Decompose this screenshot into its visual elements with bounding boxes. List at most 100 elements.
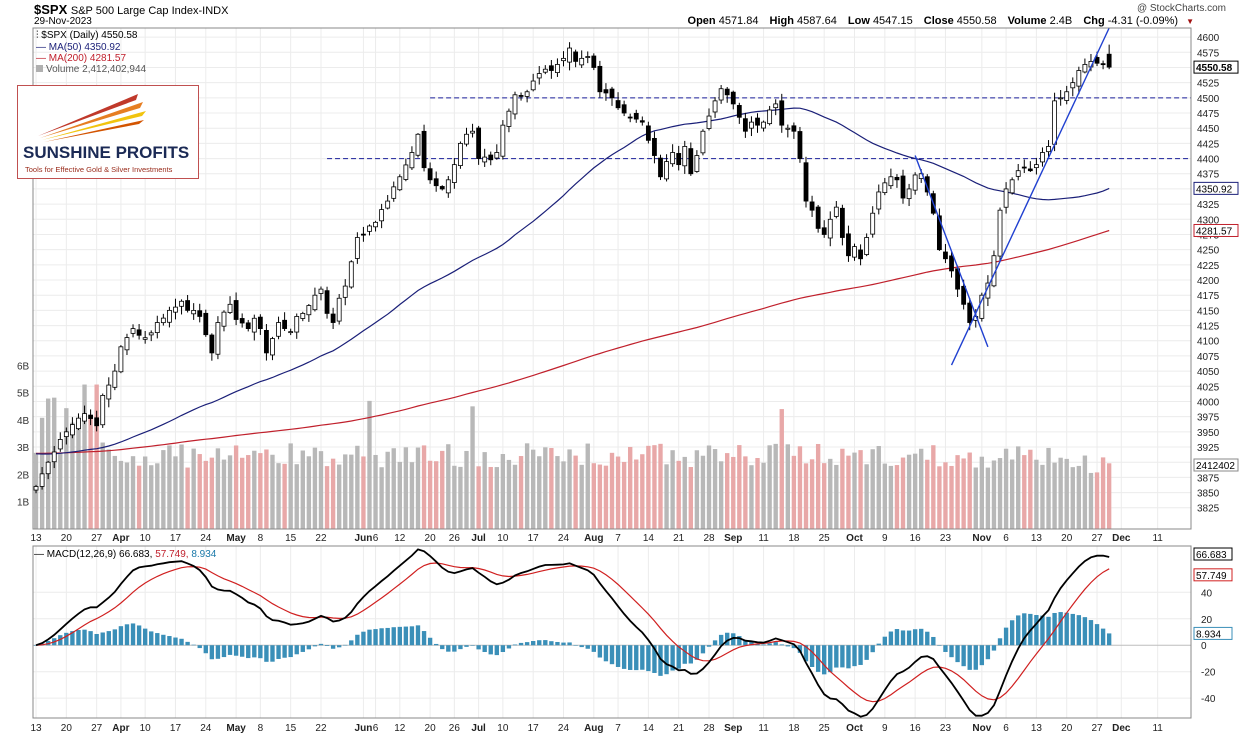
candle-body: [379, 209, 385, 222]
candle-body: [815, 206, 821, 229]
histogram-bar: [1009, 620, 1015, 646]
histogram-bar: [276, 645, 281, 659]
volume-bar: [173, 456, 178, 529]
histogram-bar: [646, 645, 651, 672]
date-tick: 26: [449, 533, 461, 544]
volume-bar: [294, 464, 299, 529]
histogram-bar: [518, 642, 524, 646]
date-tick: Oct: [846, 533, 863, 544]
candle-body: [943, 251, 948, 260]
volume-bar: [433, 461, 439, 529]
histogram-bar: [470, 645, 475, 646]
date-tick: Sep: [724, 533, 742, 544]
candle-body: [348, 261, 354, 288]
date-tick: 11: [1152, 723, 1163, 734]
price-tick: 4000: [1197, 397, 1220, 408]
date-tick: 12: [394, 533, 406, 544]
candle-body: [245, 322, 251, 329]
candle-body: [167, 309, 172, 323]
candle-body: [609, 88, 615, 99]
volume-bar: [652, 445, 657, 529]
histogram-bar: [258, 645, 263, 659]
volume-bar: [476, 466, 481, 529]
volume-bar: [179, 444, 184, 529]
volume-bar: [967, 452, 972, 529]
histogram-bar: [543, 640, 548, 646]
histogram-bar: [233, 645, 239, 656]
macd-lines: [35, 548, 1110, 718]
volume-bar: [725, 453, 730, 529]
candle-body: [688, 148, 694, 175]
candle-body: [112, 370, 118, 388]
histogram-bar: [906, 630, 912, 646]
date-tick: Aug: [584, 723, 603, 734]
histogram-bar: [779, 644, 784, 646]
candle-body: [821, 227, 827, 235]
histogram-bar: [58, 635, 63, 646]
volume-bar: [640, 454, 645, 529]
histogram-bar: [318, 643, 324, 646]
volume-bar: [828, 458, 833, 529]
candle-body: [1052, 100, 1057, 145]
histogram-bar: [531, 641, 536, 646]
histogram-bar: [658, 645, 663, 676]
volume-bar: [64, 408, 69, 529]
candle-body: [215, 322, 221, 355]
candle-body: [645, 125, 651, 141]
histogram-bar: [737, 636, 742, 646]
volume-bar: [88, 417, 93, 529]
histogram-bar: [324, 645, 330, 646]
histogram-bar: [197, 645, 202, 649]
candle-body: [330, 313, 336, 323]
candle-body: [833, 206, 839, 217]
volume-bar: [779, 409, 784, 529]
date-tick: 16: [910, 723, 922, 734]
volume-bar: [955, 455, 960, 529]
volume-bar: [997, 458, 1003, 529]
candle-body: [1058, 97, 1064, 100]
volume-bar: [767, 445, 772, 529]
histogram-bar: [791, 645, 797, 649]
candle-body: [494, 152, 500, 159]
volume-bar: [973, 467, 978, 529]
histogram-bar: [343, 644, 348, 646]
candle-body: [464, 133, 469, 145]
volume-bar: [221, 459, 227, 529]
candle-body: [585, 56, 591, 58]
volume-bar: [403, 447, 409, 529]
volume-bar: [906, 454, 912, 529]
volume-bar: [512, 464, 518, 529]
date-tick: 27: [91, 723, 103, 734]
candle-body: [336, 297, 342, 322]
histogram-bar: [500, 645, 506, 653]
histogram-bar: [840, 645, 845, 668]
volume-bar: [1100, 457, 1106, 529]
histogram-bar: [961, 645, 966, 667]
volume-bar: [130, 456, 136, 529]
histogram-bar: [919, 628, 924, 646]
candle-body: [1046, 146, 1051, 153]
histogram-bar: [603, 645, 609, 662]
histogram-bar: [191, 644, 196, 646]
price-candles: [33, 42, 1112, 494]
volume-bar: [676, 460, 681, 529]
date-tick: 20: [61, 533, 73, 544]
trend-lines: [914, 27, 1110, 366]
histogram-bar: [82, 629, 87, 646]
candle-body: [730, 91, 736, 105]
histogram-bar: [361, 631, 366, 646]
histogram-bar: [640, 645, 645, 670]
macd-tag: [1193, 626, 1233, 640]
volume-bar: [537, 456, 542, 529]
candle-body: [470, 130, 475, 134]
candle-body: [1076, 70, 1082, 87]
volume-bar: [1070, 467, 1075, 529]
volume-bar: [118, 460, 124, 529]
histogram-bar: [634, 645, 639, 671]
candle-body: [949, 255, 954, 272]
volume-bar: [731, 456, 736, 529]
candle-body: [803, 162, 809, 202]
candle-body: [51, 451, 57, 463]
volume-bar: [197, 454, 202, 529]
